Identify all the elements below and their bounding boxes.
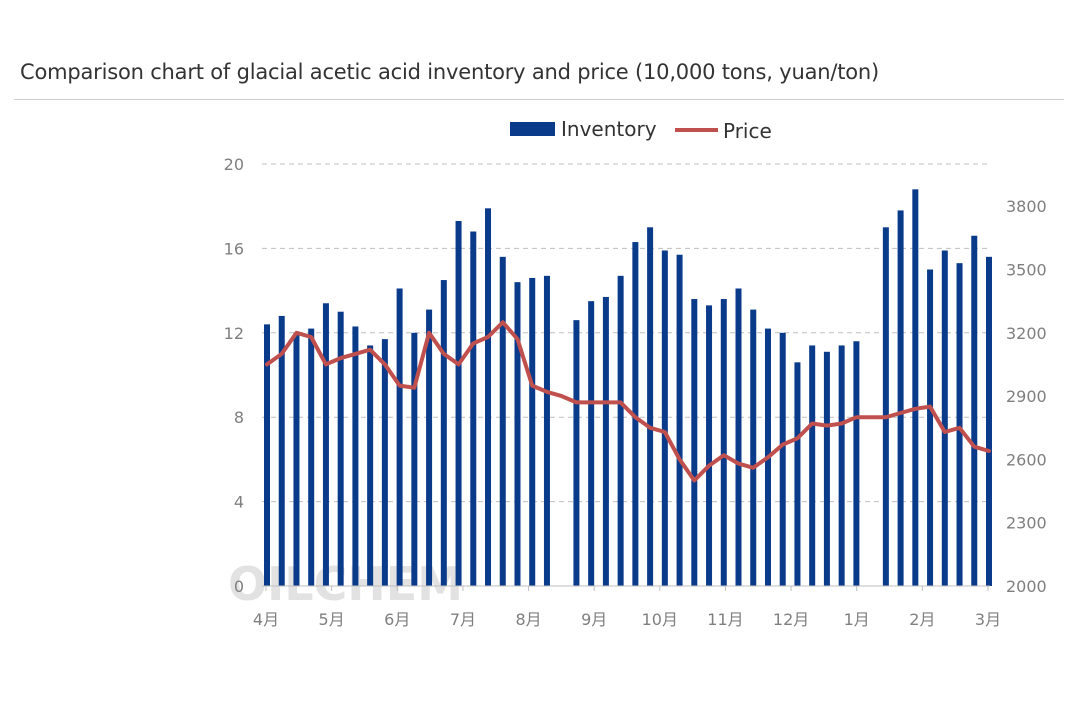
y-right-tick-label: 2000	[1006, 577, 1047, 596]
inventory-bar	[514, 282, 521, 586]
legend-inventory-label: Inventory	[561, 117, 657, 141]
inventory-bar	[941, 250, 948, 586]
y-left-tick-label: 8	[234, 408, 244, 427]
inventory-bar	[455, 220, 462, 586]
inventory-bar	[912, 189, 919, 586]
y-right-tick-label: 2300	[1006, 514, 1047, 533]
inventory-bar	[853, 341, 860, 586]
x-tick-label: 2月	[909, 610, 935, 629]
inventory-bar	[823, 351, 830, 586]
y-axis-right-ticks: 2000 2300 2600 2900 3200 3500 3800	[1006, 197, 1047, 596]
x-tick-label: 12月	[773, 610, 809, 629]
inventory-bar	[720, 299, 727, 586]
legend: Inventory Price	[510, 117, 772, 143]
y-left-tick-label: 0	[234, 577, 244, 596]
y-right-tick-label: 2600	[1006, 450, 1047, 469]
inventory-bar	[927, 269, 934, 586]
inventory-bar	[352, 326, 359, 586]
inventory-bar	[956, 263, 963, 586]
y-right-tick-label: 3500	[1006, 261, 1047, 280]
inventory-bar	[396, 288, 403, 586]
inventory-bars	[264, 189, 992, 587]
inventory-bar	[602, 296, 609, 586]
inventory-bar	[750, 309, 757, 586]
inventory-bar	[499, 256, 506, 586]
x-tick-label: 1月	[844, 610, 870, 629]
inventory-bar	[411, 332, 418, 586]
y-right-tick-label: 2900	[1006, 387, 1047, 406]
inventory-bar	[986, 256, 992, 586]
inventory-bar	[264, 324, 270, 586]
x-tick-label: 6月	[384, 610, 410, 629]
inventory-bar	[381, 339, 388, 586]
inventory-bar	[293, 332, 300, 586]
x-tick-label: 8月	[515, 610, 541, 629]
inventory-bar	[367, 345, 374, 586]
y-right-tick-label: 3800	[1006, 197, 1047, 216]
chart-title: Comparison chart of glacial acetic acid …	[20, 60, 880, 84]
inventory-bar	[322, 303, 329, 586]
x-tick-label: 4月	[253, 610, 279, 629]
inventory-bar	[588, 301, 595, 586]
inventory-bar	[882, 227, 889, 587]
inventory-bar	[470, 231, 477, 586]
inventory-bar	[838, 345, 845, 586]
inventory-bar	[735, 288, 742, 586]
inventory-bar	[897, 210, 904, 587]
x-tick-label: 5月	[319, 610, 345, 629]
y-right-tick-label: 3200	[1006, 324, 1047, 343]
inventory-bar	[779, 332, 786, 586]
inventory-bar	[617, 275, 624, 586]
x-axis-ticks: 4月 5月 6月 7月 8月 9月 10月 11月 12月 1月 2月 3月	[253, 586, 1001, 629]
price-line-group	[265, 320, 991, 483]
inventory-bar	[794, 362, 801, 586]
inventory-bar	[632, 242, 639, 586]
inventory-bar	[426, 309, 433, 586]
y-left-tick-label: 20	[224, 155, 244, 174]
inventory-bar	[676, 254, 683, 587]
x-tick-label: 11月	[707, 610, 743, 629]
inventory-bar	[661, 250, 668, 586]
inventory-bar	[971, 235, 978, 587]
x-tick-label: 10月	[642, 610, 678, 629]
y-axis-left-ticks: 0 4 8 12 16 20	[224, 155, 244, 596]
inventory-bar	[440, 280, 447, 586]
price-line	[265, 320, 991, 483]
inventory-bar	[278, 315, 285, 586]
inventory-bar	[691, 299, 698, 586]
y-left-tick-label: 4	[234, 493, 244, 512]
x-tick-label: 3月	[975, 610, 1001, 629]
inventory-bar	[485, 208, 492, 586]
inventory-bar	[706, 305, 713, 586]
y-left-tick-label: 16	[224, 239, 244, 258]
inventory-bar	[647, 227, 654, 587]
x-tick-label: 7月	[450, 610, 476, 629]
legend-price-label: Price	[723, 119, 772, 143]
legend-inventory-swatch	[510, 122, 555, 136]
inventory-bar	[308, 328, 315, 586]
inventory-bar	[337, 311, 344, 586]
inventory-bar	[809, 345, 816, 586]
inventory-bar	[529, 277, 536, 586]
title-divider	[14, 99, 1064, 100]
inventory-bar	[573, 320, 580, 586]
x-tick-label: 9月	[581, 610, 607, 629]
y-left-tick-label: 12	[224, 324, 244, 343]
inventory-bar	[543, 275, 550, 586]
